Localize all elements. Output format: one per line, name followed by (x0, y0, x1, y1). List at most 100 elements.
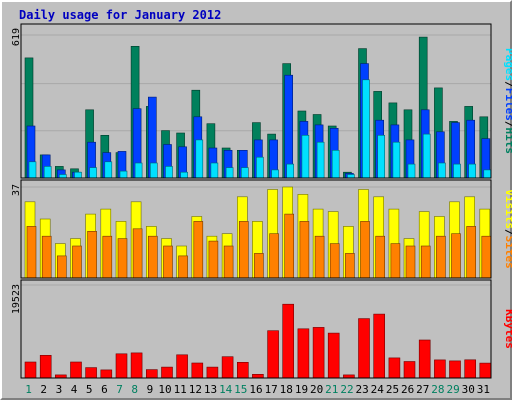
bar-bottom-kbytes-day-1 (24, 361, 37, 379)
bar-bottom-kbytes-day-29 (449, 360, 461, 379)
bar-middle-sites-day-21 (329, 243, 340, 279)
bar-top-pages-day-4 (74, 171, 82, 179)
bar-top-pages-day-28 (438, 162, 446, 179)
bar-top-pages-day-29 (453, 163, 461, 179)
legend-separator: / (503, 81, 512, 88)
day-label-21: 21 (325, 383, 338, 396)
day-label-30: 30 (462, 383, 475, 396)
bar-bottom-kbytes-day-15 (237, 361, 249, 379)
bar-top-pages-day-26 (407, 163, 416, 179)
bar-bottom-kbytes-day-28 (434, 359, 446, 379)
day-label-9: 9 (147, 383, 154, 396)
bar-bottom-kbytes-day-7 (115, 353, 128, 379)
day-label-8: 8 (131, 383, 138, 396)
bar-middle-sites-day-4 (72, 245, 82, 279)
bar-top-pages-day-25 (392, 141, 401, 179)
day-label-1: 1 (25, 383, 32, 396)
day-labels: 1 2 3 4 5 6 7 8 9 10 11 12 13 14 15 16 17 18 19 20 21 22 23 24 2… (25, 383, 490, 396)
day-label-11: 11 (174, 383, 187, 396)
day-label-26: 26 (401, 383, 414, 396)
bar-bottom-kbytes-day-26 (403, 361, 416, 379)
panel-bottom: 19523 KBytes (11, 279, 512, 379)
bar-bottom-kbytes-day-2 (39, 354, 52, 379)
bar-bottom-kbytes-day-8 (130, 352, 143, 379)
bar-bottom-kbytes-day-25 (388, 357, 401, 379)
bar-middle-sites-day-2 (41, 235, 52, 279)
bar-top-pages-day-13 (210, 162, 219, 179)
bar-middle-sites-day-28 (436, 235, 446, 279)
bar-bottom-kbytes-day-4 (70, 361, 82, 379)
day-label-20: 20 (310, 383, 323, 396)
bar-middle-sites-day-1 (26, 226, 37, 279)
day-label-16: 16 (249, 383, 262, 396)
day-label-4: 4 (71, 383, 78, 396)
day-label-28: 28 (431, 383, 444, 396)
bar-bottom-kbytes-day-31 (479, 362, 492, 379)
day-label-2: 2 (40, 383, 47, 396)
legend-separator: / (503, 229, 512, 236)
bar-top-pages-day-14 (225, 167, 234, 179)
legend-item-kbytes: KBytes (503, 309, 512, 349)
bar-bottom-kbytes-day-9 (146, 369, 158, 379)
bar-middle-sites-day-25 (390, 243, 401, 279)
bar-middle-sites-day-15 (239, 221, 249, 279)
bar-top-pages-day-20 (316, 141, 325, 179)
bar-bottom-kbytes-day-12 (191, 362, 204, 379)
bar-middle-sites-day-9 (148, 235, 158, 279)
day-label-29: 29 (446, 383, 459, 396)
bar-top-files-day-18 (284, 74, 294, 179)
bar-middle-sites-day-30 (466, 226, 477, 279)
bar-bottom-kbytes-day-6 (100, 369, 113, 379)
day-label-25: 25 (386, 383, 399, 396)
day-label-31: 31 (477, 383, 490, 396)
bar-top-pages-day-1 (28, 161, 37, 179)
bar-bottom-kbytes-day-30 (464, 359, 477, 379)
legend-item-sites: Sites (503, 236, 512, 269)
bar-top-pages-day-16 (256, 156, 264, 179)
bar-bottom-kbytes-day-5 (85, 367, 97, 379)
bar-top-pages-day-6 (104, 161, 113, 179)
bar-top-pages-day-7 (119, 170, 128, 179)
bar-middle-sites-day-18 (284, 213, 295, 279)
bar-middle-sites-day-13 (208, 240, 219, 279)
bar-middle-sites-day-5 (87, 231, 97, 279)
bar-middle-sites-day-14 (223, 245, 234, 279)
bar-top-pages-day-2 (43, 166, 52, 179)
max-label-top: 619 (11, 28, 22, 46)
bar-bottom-kbytes-day-18 (282, 303, 295, 379)
max-label-bottom: 19523 (11, 284, 22, 314)
bar-bottom-kbytes-day-10 (161, 366, 173, 379)
bar-middle-sites-day-26 (405, 245, 416, 279)
bar-top-pages-day-5 (89, 167, 97, 179)
day-label-27: 27 (416, 383, 429, 396)
legend-item-files: Files (503, 88, 512, 121)
bar-top-pages-day-23 (362, 79, 370, 179)
bar-top-pages-day-3 (58, 174, 67, 179)
bar-middle-sites-day-8 (132, 228, 143, 279)
legend-bottom: KBytes (503, 309, 512, 349)
bar-top-pages-day-8 (134, 162, 143, 179)
bar-middle-sites-day-22 (345, 253, 355, 279)
panel-middle: 37 Visits/Sites (11, 179, 512, 279)
bar-top-pages-day-15 (241, 167, 249, 179)
day-label-13: 13 (204, 383, 217, 396)
bar-bottom-kbytes-day-27 (418, 339, 431, 379)
bar-top-pages-day-18 (286, 163, 295, 179)
bar-bottom-kbytes-day-11 (176, 354, 188, 379)
bar-bottom-kbytes-day-14 (221, 356, 234, 379)
legend-middle: Visits/Sites (503, 189, 512, 269)
bar-top-pages-day-9 (150, 162, 158, 179)
bar-bottom-kbytes-day-21 (327, 332, 340, 379)
bar-middle-sites-day-11 (178, 255, 188, 279)
plot-border-middle (20, 179, 492, 279)
bar-top-pages-day-10 (165, 166, 173, 179)
legend-separator: / (503, 121, 512, 128)
day-label-7: 7 (116, 383, 123, 396)
max-label-middle: 37 (11, 184, 22, 196)
bar-middle-sites-day-20 (314, 235, 325, 279)
bar-top-pages-day-11 (180, 171, 188, 179)
